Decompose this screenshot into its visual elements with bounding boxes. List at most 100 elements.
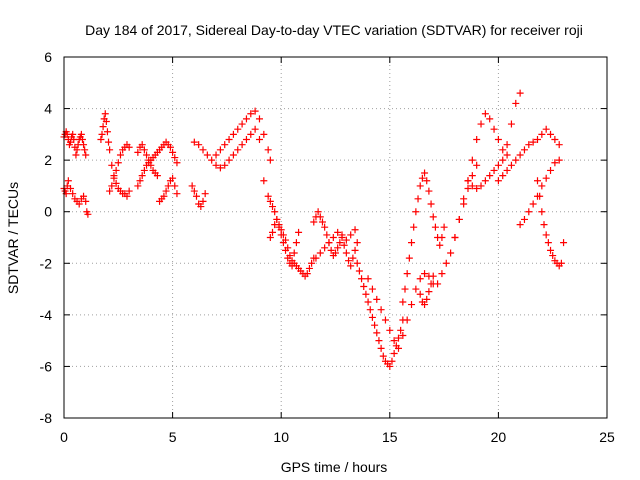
data-point: [368, 313, 376, 321]
data-point: [551, 136, 559, 144]
data-point: [279, 239, 287, 247]
data-point: [140, 166, 148, 174]
data-point: [153, 172, 161, 180]
data-point: [143, 151, 151, 159]
data-point: [171, 182, 179, 190]
data-point: [173, 159, 181, 167]
data-point: [436, 241, 444, 249]
data-point: [547, 246, 555, 254]
data-point: [251, 107, 259, 115]
data-point: [516, 221, 524, 229]
data-point: [412, 285, 420, 293]
data-point: [421, 301, 429, 309]
data-point: [242, 136, 250, 144]
data-point: [416, 275, 424, 283]
data-point: [560, 239, 568, 247]
data-point: [499, 172, 507, 180]
data-point: [555, 141, 563, 149]
data-point: [536, 192, 544, 200]
data-point: [399, 298, 407, 306]
data-point: [84, 210, 92, 218]
data-point: [549, 252, 557, 260]
data-point: [73, 146, 81, 154]
data-point: [525, 141, 533, 149]
data-point: [334, 244, 342, 252]
data-point: [520, 215, 528, 223]
data-point: [555, 156, 563, 164]
data-point: [102, 117, 110, 125]
data-point: [238, 141, 246, 149]
data-point: [134, 148, 142, 156]
data-point: [199, 146, 207, 154]
data-point: [314, 208, 322, 216]
data-point: [238, 120, 246, 128]
data-point: [377, 344, 385, 352]
x-tick-label: 0: [60, 429, 68, 445]
data-point: [394, 344, 402, 352]
data-point: [414, 195, 422, 203]
data-point: [342, 249, 350, 257]
data-point: [82, 197, 90, 205]
data-point: [116, 151, 124, 159]
data-point: [260, 130, 268, 138]
data-point: [103, 128, 111, 136]
data-point: [429, 213, 437, 221]
data-point: [338, 231, 346, 239]
data-point: [321, 223, 329, 231]
data-point: [101, 110, 109, 118]
data-point: [547, 130, 555, 138]
data-point: [512, 99, 520, 107]
data-point: [405, 254, 413, 262]
data-point: [468, 156, 476, 164]
data-point: [327, 246, 335, 254]
data-point: [216, 146, 224, 154]
data-point: [379, 352, 387, 360]
data-point: [190, 187, 198, 195]
data-point: [460, 195, 468, 203]
data-point: [401, 285, 409, 293]
data-point: [251, 125, 259, 133]
data-point: [199, 197, 207, 205]
data-point: [114, 159, 122, 167]
data-point: [399, 331, 407, 339]
data-point: [203, 151, 211, 159]
data-point: [447, 249, 455, 257]
data-point: [481, 110, 489, 118]
data-point: [264, 146, 272, 154]
data-point: [347, 231, 355, 239]
data-point: [106, 146, 114, 154]
data-point: [212, 161, 220, 169]
data-point: [255, 115, 263, 123]
data-point: [310, 218, 318, 226]
data-point: [551, 159, 559, 167]
data-point: [173, 190, 181, 198]
data-point: [292, 239, 300, 247]
data-point: [429, 272, 437, 280]
data-point: [67, 185, 75, 193]
x-tick-label: 10: [273, 429, 289, 445]
data-point: [542, 231, 550, 239]
data-point: [355, 267, 363, 275]
data-point: [358, 275, 366, 283]
y-tick-label: 0: [44, 204, 52, 220]
data-point: [138, 172, 146, 180]
data-point: [418, 174, 426, 182]
tick-layer: 0 5 10 15 20 25 -8 -6 -4 -2 0 2 4 6: [40, 49, 615, 445]
data-point: [108, 161, 116, 169]
data-point: [468, 172, 476, 180]
data-point: [340, 241, 348, 249]
data-point: [512, 156, 520, 164]
y-axis-label: SDTVAR / TECUs: [5, 182, 21, 294]
data-point: [494, 136, 502, 144]
data-point: [275, 223, 283, 231]
data-point: [269, 203, 277, 211]
data-point: [192, 192, 200, 200]
data-point: [229, 130, 237, 138]
data-point: [434, 280, 442, 288]
data-point: [288, 262, 296, 270]
data-point: [423, 177, 431, 185]
data-point: [305, 264, 313, 272]
data-point: [410, 223, 418, 231]
data-point: [494, 177, 502, 185]
data-point: [364, 298, 372, 306]
